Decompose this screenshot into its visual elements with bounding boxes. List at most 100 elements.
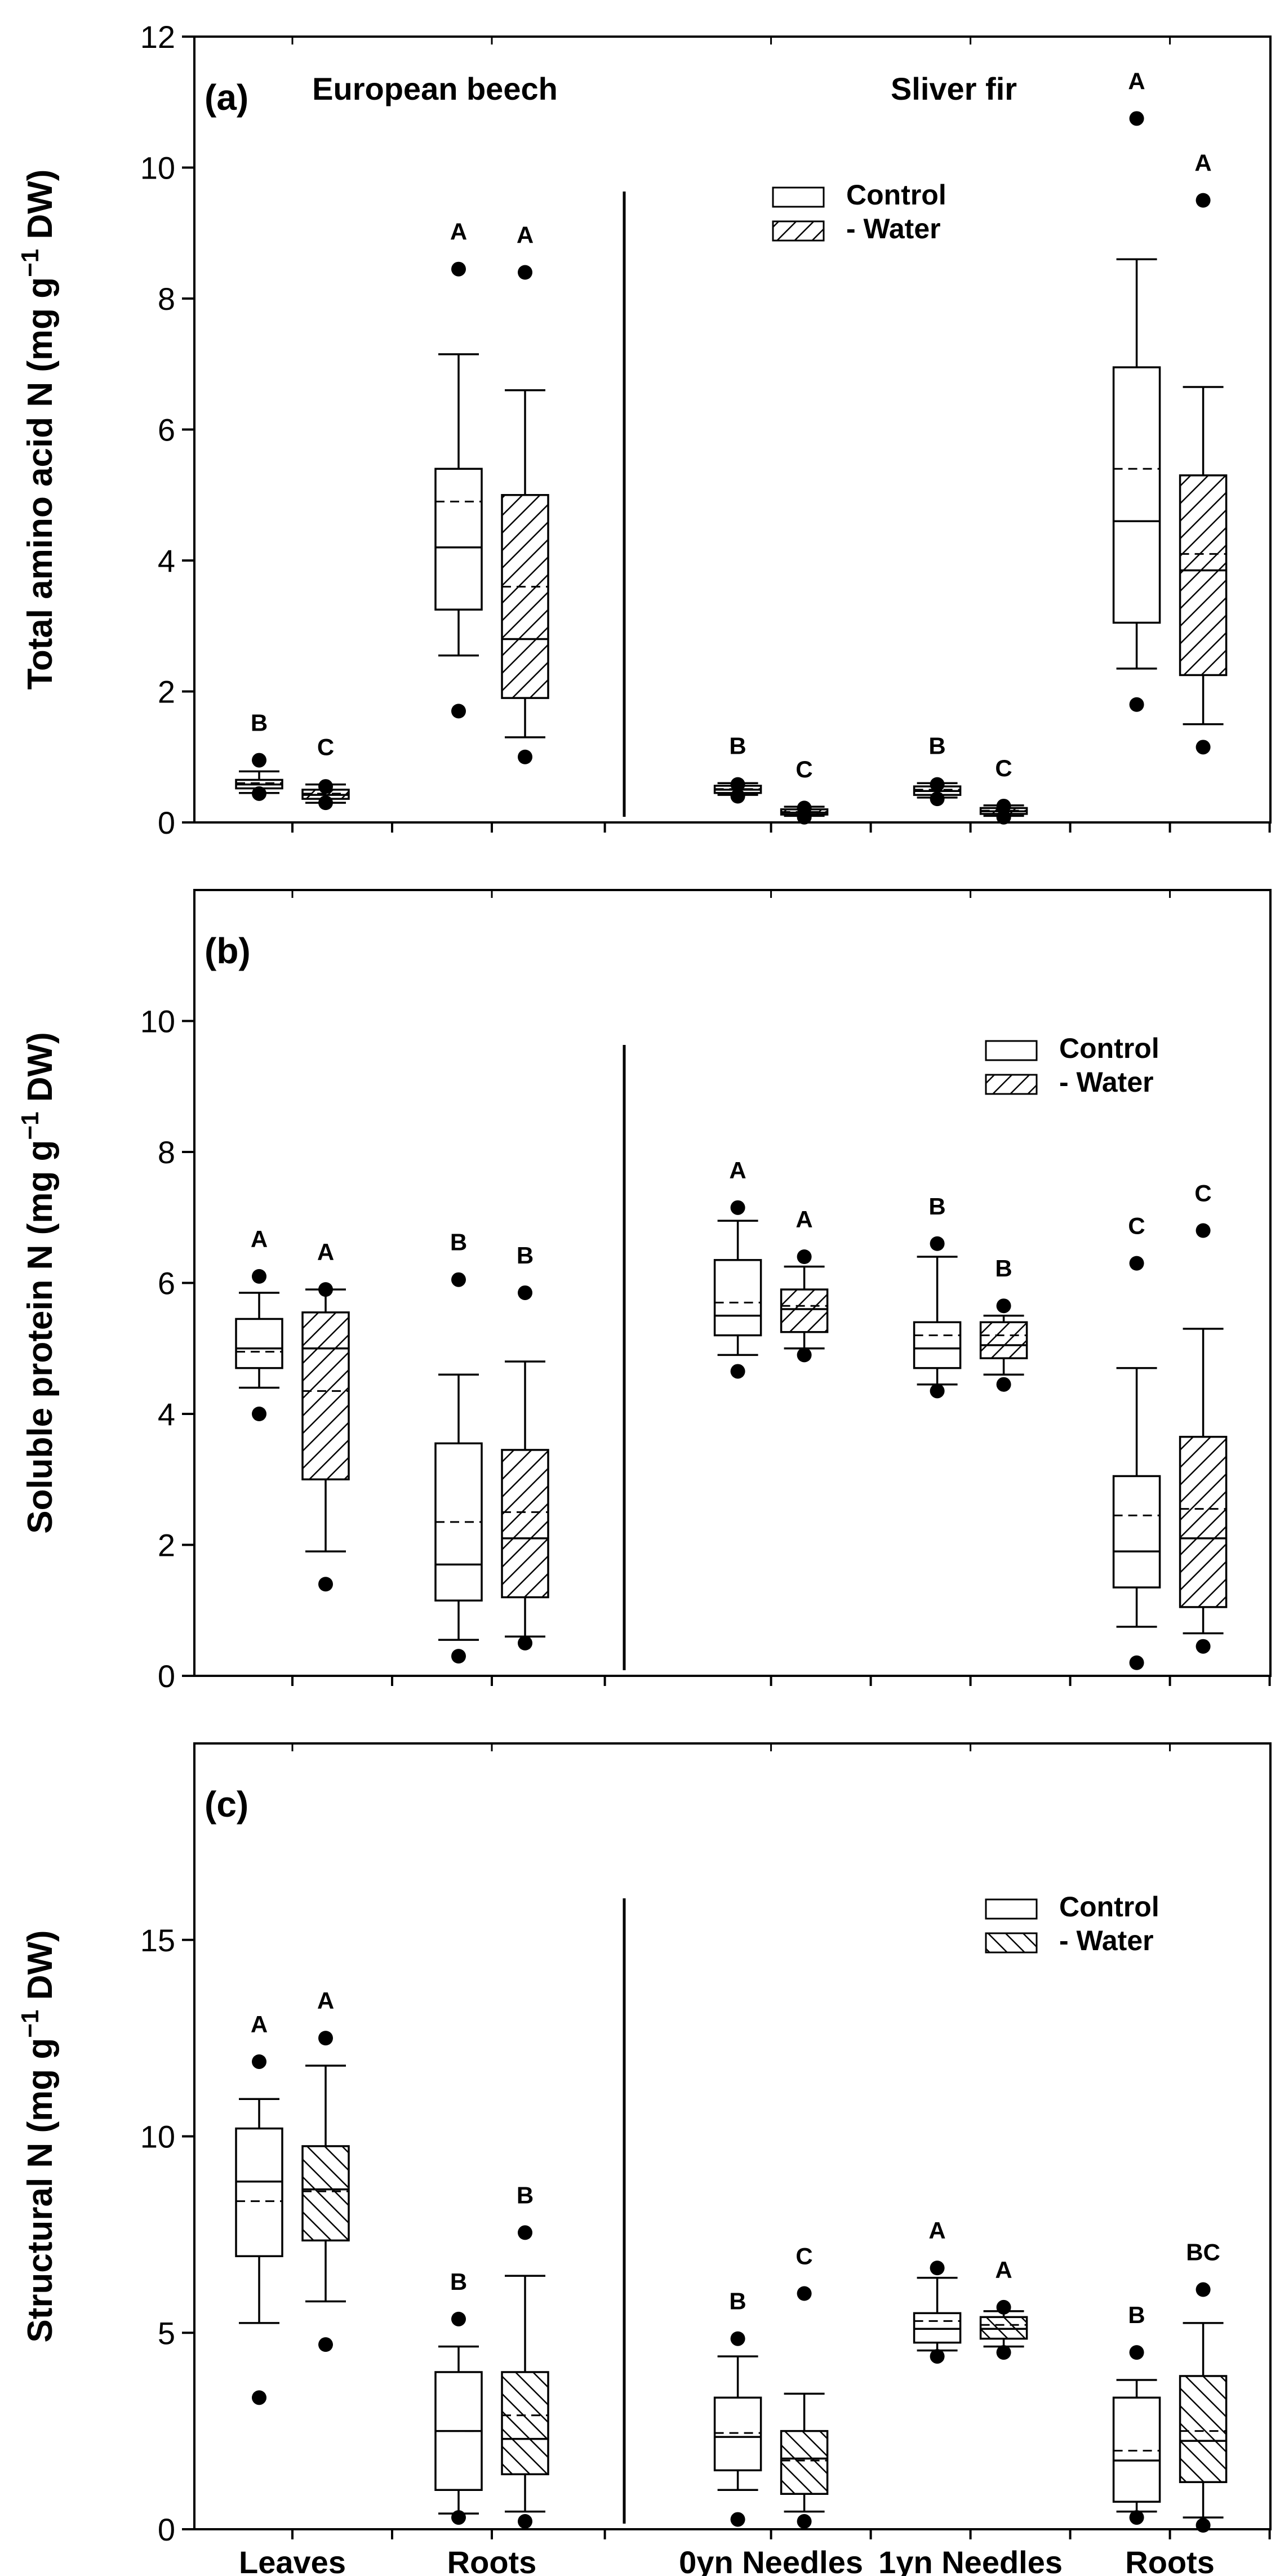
y-tick-label: 4 bbox=[158, 1396, 175, 1432]
box-control: B bbox=[713, 732, 762, 804]
significance-letter: A bbox=[1128, 68, 1145, 94]
outlier-point bbox=[318, 1282, 333, 1297]
box-control: A bbox=[235, 2011, 283, 2405]
outlier-point bbox=[1129, 2510, 1144, 2525]
y-tick-label: 15 bbox=[140, 1923, 175, 1958]
y-axis-label-superscript: −1 bbox=[16, 1111, 44, 1140]
significance-letter: C bbox=[1128, 1213, 1145, 1239]
outlier-point bbox=[1195, 740, 1211, 755]
outlier-point bbox=[730, 2512, 745, 2527]
outlier-point bbox=[1129, 111, 1144, 126]
box-control: B bbox=[713, 2288, 762, 2527]
y-axis-label-tail: DW) bbox=[21, 1930, 60, 2009]
outlier-point bbox=[252, 1407, 266, 1421]
panel-label: (b) bbox=[205, 931, 251, 971]
panel-label: (c) bbox=[205, 1784, 248, 1825]
outlier-point bbox=[1129, 2345, 1144, 2360]
significance-letter: B bbox=[251, 710, 268, 736]
box-body bbox=[235, 2127, 283, 2257]
outlier-point bbox=[797, 2514, 812, 2529]
box-water: A bbox=[301, 1987, 350, 2352]
box-body bbox=[713, 2396, 762, 2472]
y-tick-label: 0 bbox=[158, 1658, 175, 1694]
outlier-point bbox=[996, 1377, 1011, 1392]
outlier-point bbox=[930, 791, 945, 807]
legend: Control- Water bbox=[985, 1033, 1159, 1098]
y-axis-label-main: Structural N (mg g bbox=[21, 2038, 60, 2343]
box-body bbox=[1112, 2396, 1161, 2503]
box-body bbox=[979, 1321, 1028, 1359]
y-axis-label-main: Soluble protein N (mg g bbox=[21, 1140, 60, 1534]
box-body bbox=[501, 494, 549, 699]
box-water: C bbox=[979, 755, 1028, 825]
y-tick-label: 12 bbox=[140, 19, 175, 55]
y-axis-label-tail: DW) bbox=[21, 170, 60, 249]
box-water: B bbox=[501, 2182, 549, 2529]
significance-letter: BC bbox=[1186, 2239, 1220, 2266]
box-water: C bbox=[780, 2243, 829, 2529]
x-category-label: Leaves bbox=[239, 2544, 346, 2576]
significance-letter: B bbox=[729, 2288, 746, 2315]
box-control: B bbox=[434, 2268, 483, 2525]
y-tick-label: 2 bbox=[158, 1528, 175, 1563]
box-control: B bbox=[913, 1193, 962, 1399]
outlier-point bbox=[1195, 2282, 1211, 2297]
y-tick-label: 0 bbox=[158, 2512, 175, 2547]
outlier-point bbox=[252, 786, 266, 801]
significance-letter: B bbox=[995, 1255, 1012, 1282]
outlier-point bbox=[518, 1285, 532, 1300]
outlier-point bbox=[1195, 193, 1211, 208]
y-tick-label: 6 bbox=[158, 1266, 175, 1301]
y-tick-label: 4 bbox=[158, 543, 175, 579]
panel-label: (a) bbox=[205, 77, 248, 118]
significance-letter: B bbox=[1128, 2302, 1145, 2328]
outlier-point bbox=[797, 2286, 812, 2301]
box-body bbox=[1112, 366, 1161, 624]
outlier-point bbox=[996, 809, 1011, 825]
x-category-label: Roots bbox=[1125, 2544, 1215, 2576]
significance-letter: A bbox=[795, 1206, 812, 1233]
outlier-point bbox=[1129, 1256, 1144, 1271]
box-control: C bbox=[1112, 1213, 1161, 1670]
legend-label: - Water bbox=[1059, 1925, 1154, 1956]
outlier-point bbox=[451, 704, 466, 719]
y-tick-label: 10 bbox=[140, 150, 175, 186]
significance-letter: A bbox=[995, 2257, 1012, 2283]
box-control: A bbox=[1112, 68, 1161, 712]
box-body bbox=[501, 2371, 549, 2476]
box-body bbox=[434, 468, 483, 611]
box-control: A bbox=[434, 219, 483, 719]
box-body bbox=[301, 1311, 350, 1480]
outlier-point bbox=[1195, 2518, 1211, 2533]
legend-label: Control bbox=[1059, 1891, 1159, 1923]
legend-swatch bbox=[772, 186, 825, 208]
y-axis-label-superscript: −1 bbox=[16, 249, 44, 277]
significance-letter: A bbox=[450, 219, 467, 245]
y-tick-label: 0 bbox=[158, 805, 175, 840]
box-body bbox=[780, 2430, 829, 2495]
legend-swatch bbox=[985, 1898, 1038, 1920]
outlier-point bbox=[252, 2390, 266, 2405]
outlier-point bbox=[451, 2311, 466, 2326]
significance-letter: A bbox=[1194, 150, 1211, 176]
outlier-point bbox=[252, 1269, 266, 1284]
y-tick-label: 8 bbox=[158, 281, 175, 317]
legend-label: - Water bbox=[1059, 1066, 1154, 1098]
outlier-point bbox=[730, 2331, 745, 2346]
box-body bbox=[501, 1449, 549, 1599]
box-body bbox=[1179, 474, 1228, 677]
group-title: European beech bbox=[312, 71, 558, 106]
outlier-point bbox=[1195, 1639, 1211, 1654]
plot-frame bbox=[193, 35, 1272, 824]
y-tick-label: 8 bbox=[158, 1134, 175, 1170]
outlier-point bbox=[996, 798, 1011, 813]
y-axis-label: Soluble protein N (mg g−1 DW) bbox=[16, 1032, 60, 1534]
y-axis-label-superscript: −1 bbox=[16, 2010, 44, 2038]
outlier-point bbox=[451, 2510, 466, 2525]
outlier-point bbox=[518, 265, 532, 280]
outlier-point bbox=[318, 779, 333, 794]
box-body bbox=[301, 2145, 350, 2242]
significance-letter: B bbox=[928, 1193, 945, 1220]
outlier-point bbox=[318, 795, 333, 811]
